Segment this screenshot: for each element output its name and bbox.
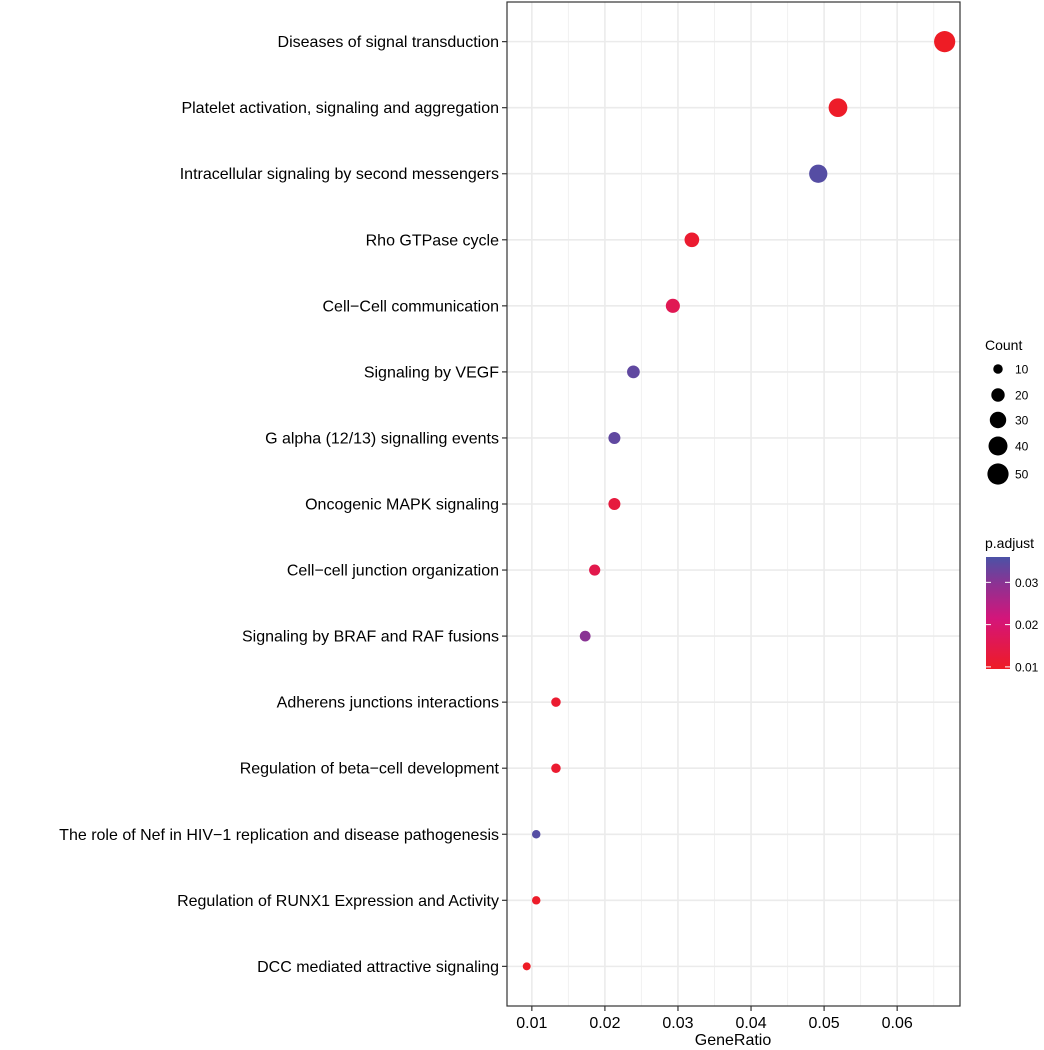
data-point	[608, 431, 621, 444]
data-point	[551, 697, 561, 707]
y-tick-label: Diseases of signal transduction	[278, 34, 499, 51]
y-tick-label: Oncogenic MAPK signaling	[305, 497, 499, 514]
data-point	[665, 298, 680, 313]
colorbar-label: 0.03	[1015, 576, 1039, 590]
data-point	[608, 498, 621, 510]
y-tick-label: Cell−cell junction organization	[287, 563, 499, 580]
x-axis-title: GeneRatio	[695, 1032, 772, 1049]
legend-size-key	[987, 463, 1009, 485]
data-point	[809, 164, 828, 183]
y-axis: Diseases of signal transduction Platelet …	[59, 34, 507, 976]
data-point	[531, 896, 541, 905]
x-tick-label: 0.03	[662, 1015, 693, 1032]
y-tick-label: Regulation of RUNX1 Expression and Activ…	[177, 893, 499, 910]
x-tick-label: 0.01	[516, 1015, 547, 1032]
x-axis: 0.01 0.02 0.03 0.04 0.05 0.06	[516, 1006, 913, 1032]
data-point	[828, 98, 848, 118]
legend-padjust-title: p.adjust	[985, 535, 1034, 551]
colorbar-label: 0.02	[1015, 618, 1039, 632]
legend-size-label: 30	[1015, 414, 1029, 428]
points	[522, 31, 956, 971]
legend-size-label: 50	[1015, 468, 1029, 482]
legend-size-key	[988, 436, 1008, 456]
colorbar	[986, 557, 1010, 669]
data-point	[531, 830, 541, 839]
legend-size-label: 40	[1015, 440, 1029, 454]
data-point	[934, 31, 956, 53]
y-tick-label: The role of Nef in HIV−1 replication and…	[59, 827, 499, 844]
legend-count-title: Count	[985, 337, 1022, 353]
grid-lines	[507, 2, 960, 1006]
data-point	[551, 763, 561, 773]
y-tick-label: Signaling by BRAF and RAF fusions	[242, 629, 499, 646]
x-tick-label: 0.02	[589, 1015, 620, 1032]
y-tick-label: Regulation of beta−cell development	[240, 761, 500, 778]
y-tick-label: Intracellular signaling by second messen…	[180, 166, 499, 183]
y-tick-label: Signaling by VEGF	[364, 364, 499, 381]
data-point	[522, 962, 531, 971]
legend-size-key	[991, 388, 1005, 402]
data-point	[684, 232, 700, 248]
legend: Count 10 20 30 40 50 p.adjust 0.01 0.02 0.03	[985, 337, 1039, 674]
data-point	[589, 564, 601, 576]
y-tick-label: Rho GTPase cycle	[366, 232, 499, 249]
x-tick-label: 0.05	[809, 1015, 840, 1032]
x-tick-label: 0.06	[882, 1015, 913, 1032]
x-tick-label: 0.04	[735, 1015, 766, 1032]
legend-size-label: 10	[1015, 363, 1029, 377]
colorbar-label: 0.01	[1015, 660, 1039, 674]
data-point	[627, 365, 640, 379]
legend-size-key	[989, 411, 1007, 429]
legend-size-label: 20	[1015, 389, 1029, 403]
y-tick-label: G alpha (12/13) signalling events	[265, 430, 499, 447]
legend-size-key	[993, 364, 1003, 374]
data-point	[579, 630, 591, 642]
y-tick-label: Platelet activation, signaling and aggre…	[181, 100, 499, 117]
y-tick-label: Cell−Cell communication	[322, 298, 499, 315]
y-tick-label: DCC mediated attractive signaling	[257, 959, 499, 976]
y-tick-label: Adherens junctions interactions	[277, 695, 499, 712]
